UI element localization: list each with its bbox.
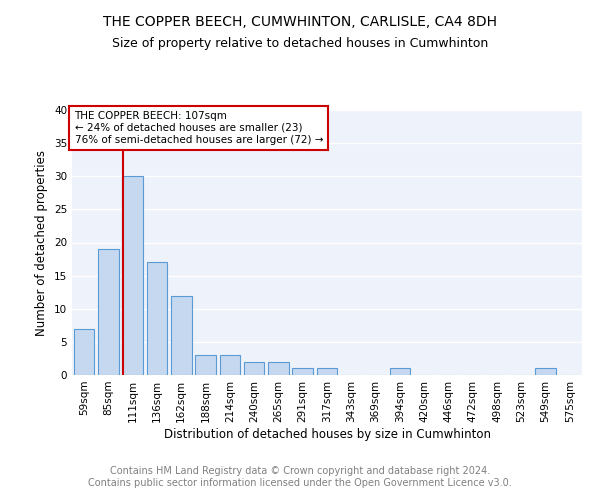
Text: Contains HM Land Registry data © Crown copyright and database right 2024.
Contai: Contains HM Land Registry data © Crown c… xyxy=(88,466,512,487)
Bar xyxy=(244,362,265,375)
Bar xyxy=(317,368,337,375)
Bar xyxy=(389,368,410,375)
Bar xyxy=(195,355,216,375)
Text: THE COPPER BEECH: 107sqm
← 24% of detached houses are smaller (23)
76% of semi-d: THE COPPER BEECH: 107sqm ← 24% of detach… xyxy=(74,112,323,144)
Bar xyxy=(122,176,143,375)
Text: Size of property relative to detached houses in Cumwhinton: Size of property relative to detached ho… xyxy=(112,38,488,51)
X-axis label: Distribution of detached houses by size in Cumwhinton: Distribution of detached houses by size … xyxy=(163,428,491,440)
Bar xyxy=(74,328,94,375)
Bar xyxy=(171,296,191,375)
Bar xyxy=(292,368,313,375)
Bar xyxy=(220,355,240,375)
Bar xyxy=(146,262,167,375)
Bar xyxy=(268,362,289,375)
Bar xyxy=(98,249,119,375)
Bar xyxy=(535,368,556,375)
Text: THE COPPER BEECH, CUMWHINTON, CARLISLE, CA4 8DH: THE COPPER BEECH, CUMWHINTON, CARLISLE, … xyxy=(103,15,497,29)
Y-axis label: Number of detached properties: Number of detached properties xyxy=(35,150,49,336)
